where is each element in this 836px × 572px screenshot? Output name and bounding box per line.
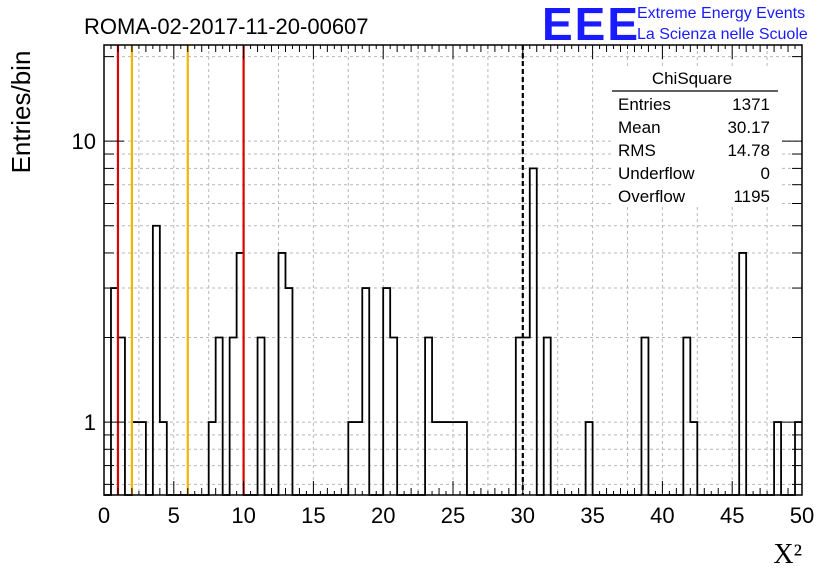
histogram-bin [258, 338, 265, 495]
histogram-bin [230, 338, 237, 495]
histogram-bin [279, 253, 286, 495]
histogram-bin [383, 288, 390, 495]
x-tick-label: 45 [720, 503, 744, 528]
histogram-bin [425, 338, 432, 495]
stats-label: Underflow [618, 164, 695, 183]
histogram-bin [530, 168, 537, 495]
y-axis-title: Entries/bin [6, 51, 36, 174]
histogram-bin [641, 338, 648, 495]
stats-value: 0 [761, 164, 770, 183]
histogram-bin [285, 288, 292, 495]
logo-line2: La Scienza nelle Scuole [637, 26, 808, 43]
x-tick-label: 50 [790, 503, 814, 528]
axis-ticks: 0 5 10 15 20 25 30 35 40 45 50 1 10 [72, 45, 814, 528]
stats-value: 1195 [733, 187, 770, 206]
chart-title: ROMA-02-2017-11-20-00607 [84, 14, 369, 39]
stats-box: ChiSquare Entries 1371 Mean 30.17 RMS 14.78 Un… [612, 66, 780, 206]
stats-label: RMS [618, 141, 656, 160]
histogram-bin [739, 253, 746, 495]
y-tick-label: 1 [84, 410, 96, 435]
stats-label: Mean [618, 118, 661, 137]
logo-eee: EEE [542, 0, 640, 50]
x-tick-label: 25 [441, 503, 465, 528]
x-tick-label: 0 [98, 503, 110, 528]
x-tick-label: 35 [580, 503, 604, 528]
stats-value: 1371 [732, 95, 770, 114]
threshold-lines [116, 45, 524, 495]
x-tick-label: 20 [371, 503, 395, 528]
x-tick-label: 5 [168, 503, 180, 528]
histogram-bin [362, 288, 369, 495]
histogram-bin [683, 338, 690, 495]
y-tick-label: 10 [72, 129, 96, 154]
histogram-outline [104, 167, 802, 496]
histogram [104, 167, 802, 496]
logo-line1: Extreme Energy Events [637, 5, 805, 22]
histogram-bin [390, 338, 397, 495]
stats-title: ChiSquare [652, 69, 732, 88]
stats-label: Entries [618, 95, 671, 114]
stats-value: 30.17 [727, 118, 770, 137]
x-tick-label: 30 [511, 503, 535, 528]
x-tick-label: 40 [650, 503, 674, 528]
x-tick-label: 10 [231, 503, 255, 528]
stats-value: 14.78 [727, 141, 770, 160]
stats-label: Overflow [618, 187, 686, 206]
x-tick-label: 15 [301, 503, 325, 528]
histogram-bin [153, 226, 160, 495]
x-axis-title: X² [773, 539, 802, 570]
histogram-bin [544, 338, 551, 495]
histogram-bin [216, 338, 223, 495]
